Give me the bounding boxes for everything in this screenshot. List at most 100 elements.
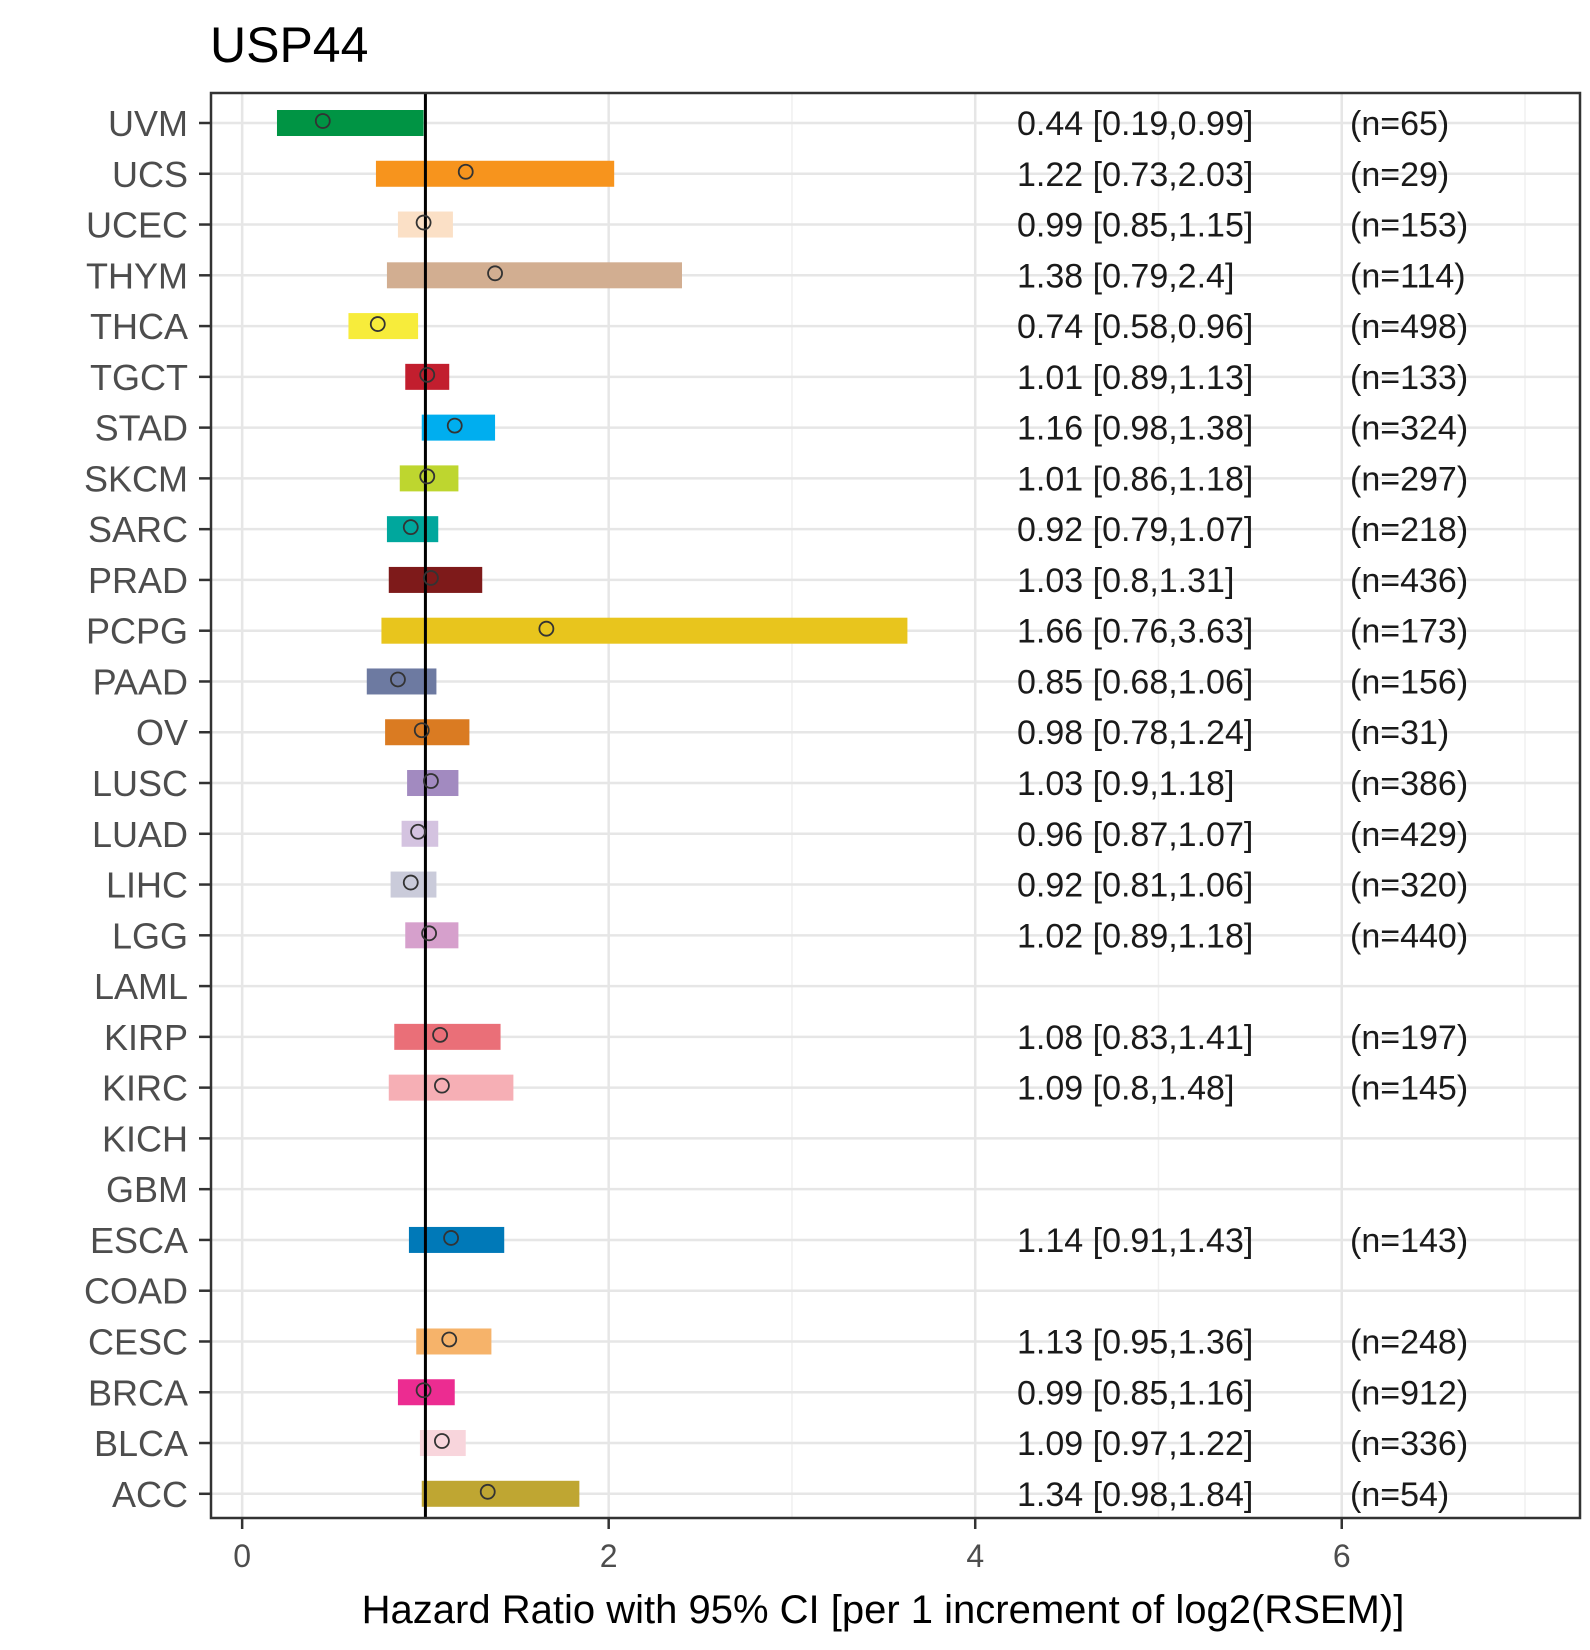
hr-point — [419, 468, 436, 485]
chart-title: USP44 — [210, 17, 368, 73]
category-label: ACC — [112, 1474, 188, 1515]
plot-panel-background — [211, 93, 1580, 1518]
sample-size-label: (n=386) — [1350, 765, 1468, 803]
hr-point — [415, 1382, 432, 1399]
category-label: KIRP — [104, 1017, 188, 1058]
hr-ci-label: 0.92 [0.79,1.07] — [1017, 511, 1253, 549]
hr-point — [369, 316, 386, 332]
hr-ci-label: 1.13 [0.95,1.36] — [1017, 1323, 1253, 1361]
sample-size-label: (n=156) — [1350, 663, 1468, 701]
sample-size-label: (n=320) — [1350, 867, 1468, 905]
ci-bar — [276, 110, 424, 136]
hr-point — [434, 1433, 450, 1449]
category-label: GBM — [106, 1169, 188, 1210]
hr-ci-label: 0.85 [0.68,1.06] — [1017, 663, 1253, 701]
category-label: KICH — [102, 1118, 188, 1159]
category-label: KIRC — [102, 1068, 188, 1109]
category-label: THCA — [90, 306, 188, 347]
sample-size-label: (n=197) — [1350, 1019, 1468, 1057]
sample-size-label: (n=65) — [1350, 105, 1449, 143]
category-label: CESC — [88, 1321, 188, 1362]
hr-ci-label: 0.74 [0.58,0.96] — [1017, 308, 1253, 346]
hr-ci-label: 1.34 [0.98,1.84] — [1017, 1476, 1253, 1514]
sample-size-label: (n=912) — [1350, 1374, 1468, 1412]
sample-size-label: (n=173) — [1350, 613, 1468, 651]
x-axis-ticks: 0 2 4 6 — [233, 1518, 1351, 1574]
x-axis-label: Hazard Ratio with 95% CI [per 1 incremen… — [362, 1588, 1405, 1632]
x-tick-label: 4 — [966, 1538, 984, 1574]
hr-ci-label: 1.66 [0.76,3.63] — [1017, 613, 1253, 651]
x-tick-label: 0 — [233, 1538, 251, 1574]
x-tick-label: 6 — [1333, 1538, 1351, 1574]
ci-bar — [388, 566, 483, 593]
hr-point — [441, 1331, 458, 1348]
hr-ci-label: 0.44 [0.19,0.99] — [1017, 105, 1253, 143]
hr-ci-label: 0.99 [0.85,1.16] — [1017, 1374, 1253, 1412]
ci-bar — [375, 160, 615, 187]
hr-point — [487, 265, 503, 282]
hr-ci-label: 0.92 [0.81,1.06] — [1017, 867, 1253, 905]
hr-point — [413, 722, 430, 739]
hr-point — [446, 417, 463, 434]
hr-ci-label: 1.03 [0.9,1.18] — [1017, 765, 1234, 803]
category-label: LAML — [94, 966, 188, 1007]
sample-size-label: (n=324) — [1350, 410, 1468, 448]
hr-point — [457, 163, 474, 180]
category-label: LGG — [112, 915, 188, 956]
hr-point — [419, 366, 436, 383]
ci-bar — [421, 414, 496, 441]
hr-point — [423, 570, 439, 586]
ci-bar — [416, 1328, 492, 1355]
category-label: UCEC — [86, 205, 188, 246]
hr-point — [432, 1026, 448, 1043]
hr-ci-label: 1.38 [0.79,2.4] — [1017, 257, 1234, 295]
x-tick-label: 2 — [600, 1538, 618, 1574]
ci-bar — [348, 313, 419, 340]
hr-point — [415, 214, 432, 231]
category-label: BLCA — [94, 1423, 188, 1464]
ci-bar — [381, 617, 908, 644]
hr-ci-label: 1.02 [0.89,1.18] — [1017, 917, 1253, 955]
sample-size-label: (n=336) — [1350, 1425, 1468, 1463]
sample-size-label: (n=498) — [1350, 308, 1468, 346]
category-label: LUAD — [92, 814, 188, 855]
hr-point — [421, 925, 437, 942]
hr-point — [402, 874, 419, 891]
category-label: SARC — [88, 509, 188, 550]
hr-ci-label: 1.01 [0.89,1.13] — [1017, 359, 1253, 397]
hr-ci-label: 1.16 [0.98,1.38] — [1017, 410, 1253, 448]
hr-ci-label: 1.08 [0.83,1.41] — [1017, 1019, 1253, 1057]
category-label: UCS — [112, 154, 188, 195]
hr-ci-label: 1.14 [0.91,1.43] — [1017, 1222, 1253, 1260]
category-label: OV — [136, 712, 188, 753]
hr-point — [434, 1077, 450, 1094]
sample-size-label: (n=218) — [1350, 511, 1468, 549]
hr-point — [479, 1483, 496, 1500]
hr-ci-label: 0.99 [0.85,1.15] — [1017, 207, 1253, 245]
hr-ci-label: 1.09 [0.97,1.22] — [1017, 1425, 1253, 1463]
hr-point — [402, 519, 419, 536]
sample-size-label: (n=29) — [1350, 156, 1449, 194]
category-label: BRCA — [88, 1372, 188, 1413]
category-label: PCPG — [86, 611, 188, 652]
category-label: ESCA — [90, 1220, 188, 1261]
hr-point — [314, 113, 331, 129]
sample-size-label: (n=297) — [1350, 460, 1468, 498]
sample-size-label: (n=114) — [1350, 257, 1466, 295]
ci-bar — [408, 1226, 505, 1253]
sample-size-label: (n=429) — [1350, 816, 1468, 854]
sample-size-label: (n=440) — [1350, 917, 1468, 955]
hr-ci-label: 1.03 [0.8,1.31] — [1017, 562, 1234, 600]
category-label: PAAD — [93, 661, 188, 702]
category-label: UVM — [108, 103, 188, 144]
ci-bar — [385, 719, 470, 746]
hr-point — [423, 773, 439, 789]
category-label: LIHC — [106, 865, 188, 906]
hr-annotations: 0.44 [0.19,0.99] (n=65) 1.22 [0.73,2.03] (n… — [1017, 105, 1468, 1514]
sample-size-label: (n=133) — [1350, 359, 1468, 397]
category-label: SKCM — [84, 458, 188, 499]
hr-ci-label: 0.96 [0.87,1.07] — [1017, 816, 1253, 854]
hr-point — [410, 823, 426, 840]
category-label: STAD — [95, 408, 188, 449]
